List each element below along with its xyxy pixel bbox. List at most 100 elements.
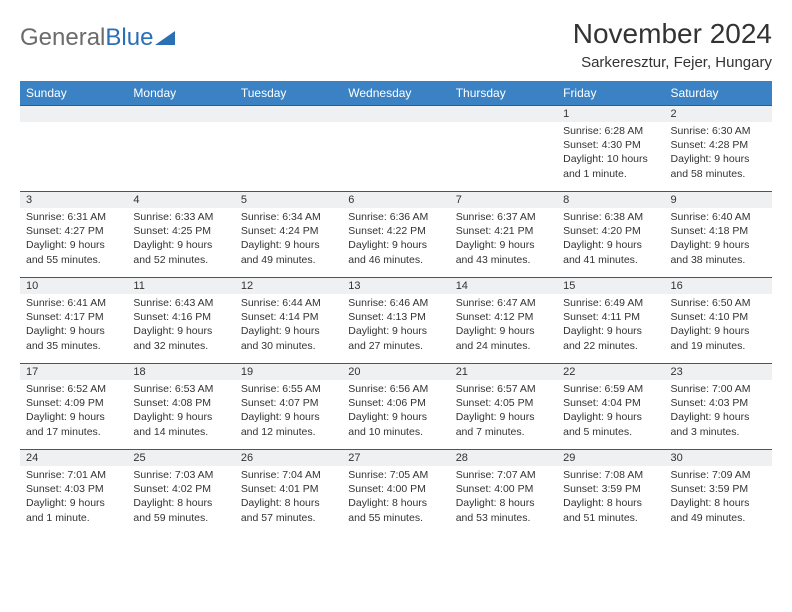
calendar-day-cell: 29Sunrise: 7:08 AMSunset: 3:59 PMDayligh… [557, 449, 664, 535]
weekday-header: Thursday [450, 81, 557, 105]
daylight-text: Daylight: 9 hours and 19 minutes. [671, 324, 766, 352]
calendar-day-cell: 10Sunrise: 6:41 AMSunset: 4:17 PMDayligh… [20, 277, 127, 363]
daylight-text: Daylight: 9 hours and 58 minutes. [671, 152, 766, 180]
sunset-text: Sunset: 4:21 PM [456, 224, 551, 238]
day-number: 17 [20, 363, 127, 380]
daylight-text: Daylight: 9 hours and 30 minutes. [241, 324, 336, 352]
logo-text-blue: Blue [105, 24, 153, 52]
day-details: Sunrise: 6:40 AMSunset: 4:18 PMDaylight:… [665, 208, 772, 271]
weekday-header: Monday [127, 81, 234, 105]
sunrise-text: Sunrise: 6:37 AM [456, 210, 551, 224]
calendar-day-cell: 18Sunrise: 6:53 AMSunset: 4:08 PMDayligh… [127, 363, 234, 449]
sunrise-text: Sunrise: 6:44 AM [241, 296, 336, 310]
day-details: Sunrise: 6:33 AMSunset: 4:25 PMDaylight:… [127, 208, 234, 271]
sunset-text: Sunset: 4:14 PM [241, 310, 336, 324]
location-label: Sarkeresztur, Fejer, Hungary [573, 54, 772, 71]
calendar-day-cell: 28Sunrise: 7:07 AMSunset: 4:00 PMDayligh… [450, 449, 557, 535]
day-number: 16 [665, 277, 772, 294]
day-details: Sunrise: 6:28 AMSunset: 4:30 PMDaylight:… [557, 122, 664, 185]
sunrise-text: Sunrise: 6:43 AM [133, 296, 228, 310]
day-number: 6 [342, 191, 449, 208]
sunset-text: Sunset: 3:59 PM [671, 482, 766, 496]
sunset-text: Sunset: 4:27 PM [26, 224, 121, 238]
weekday-header: Sunday [20, 81, 127, 105]
day-number: 8 [557, 191, 664, 208]
day-number: 23 [665, 363, 772, 380]
sunrise-text: Sunrise: 6:34 AM [241, 210, 336, 224]
day-details: Sunrise: 6:57 AMSunset: 4:05 PMDaylight:… [450, 380, 557, 443]
sunset-text: Sunset: 4:03 PM [671, 396, 766, 410]
day-details: Sunrise: 7:07 AMSunset: 4:00 PMDaylight:… [450, 466, 557, 529]
sunset-text: Sunset: 4:00 PM [456, 482, 551, 496]
logo-text-gray: General [20, 24, 105, 52]
calendar-day-cell: 26Sunrise: 7:04 AMSunset: 4:01 PMDayligh… [235, 449, 342, 535]
day-details: Sunrise: 7:09 AMSunset: 3:59 PMDaylight:… [665, 466, 772, 529]
weekday-header: Friday [557, 81, 664, 105]
day-number: 26 [235, 449, 342, 466]
day-number: 29 [557, 449, 664, 466]
sunset-text: Sunset: 4:20 PM [563, 224, 658, 238]
daylight-text: Daylight: 9 hours and 14 minutes. [133, 410, 228, 438]
sunrise-text: Sunrise: 6:52 AM [26, 382, 121, 396]
day-number [127, 105, 234, 122]
calendar-day-cell: 4Sunrise: 6:33 AMSunset: 4:25 PMDaylight… [127, 191, 234, 277]
page-header: GeneralBlue November 2024 Sarkeresztur, … [20, 18, 772, 71]
daylight-text: Daylight: 9 hours and 27 minutes. [348, 324, 443, 352]
sunrise-text: Sunrise: 7:04 AM [241, 468, 336, 482]
calendar-body: 1Sunrise: 6:28 AMSunset: 4:30 PMDaylight… [20, 105, 772, 535]
sunrise-text: Sunrise: 6:59 AM [563, 382, 658, 396]
daylight-text: Daylight: 9 hours and 3 minutes. [671, 410, 766, 438]
day-number: 11 [127, 277, 234, 294]
sunrise-text: Sunrise: 6:31 AM [26, 210, 121, 224]
calendar-day-cell: 30Sunrise: 7:09 AMSunset: 3:59 PMDayligh… [665, 449, 772, 535]
calendar-day-cell [127, 105, 234, 191]
sunrise-text: Sunrise: 7:09 AM [671, 468, 766, 482]
calendar-page: GeneralBlue November 2024 Sarkeresztur, … [0, 0, 792, 545]
day-number: 3 [20, 191, 127, 208]
sunrise-text: Sunrise: 6:41 AM [26, 296, 121, 310]
calendar-day-cell: 13Sunrise: 6:46 AMSunset: 4:13 PMDayligh… [342, 277, 449, 363]
daylight-text: Daylight: 9 hours and 10 minutes. [348, 410, 443, 438]
sunrise-text: Sunrise: 6:30 AM [671, 124, 766, 138]
day-details: Sunrise: 7:05 AMSunset: 4:00 PMDaylight:… [342, 466, 449, 529]
day-details: Sunrise: 6:49 AMSunset: 4:11 PMDaylight:… [557, 294, 664, 357]
calendar-day-cell: 24Sunrise: 7:01 AMSunset: 4:03 PMDayligh… [20, 449, 127, 535]
calendar-day-cell: 15Sunrise: 6:49 AMSunset: 4:11 PMDayligh… [557, 277, 664, 363]
day-number: 9 [665, 191, 772, 208]
daylight-text: Daylight: 9 hours and 32 minutes. [133, 324, 228, 352]
sunset-text: Sunset: 4:30 PM [563, 138, 658, 152]
sunset-text: Sunset: 4:04 PM [563, 396, 658, 410]
sunset-text: Sunset: 4:10 PM [671, 310, 766, 324]
day-details: Sunrise: 6:43 AMSunset: 4:16 PMDaylight:… [127, 294, 234, 357]
sunrise-text: Sunrise: 6:50 AM [671, 296, 766, 310]
sunrise-text: Sunrise: 6:28 AM [563, 124, 658, 138]
day-number: 7 [450, 191, 557, 208]
sunrise-text: Sunrise: 7:01 AM [26, 468, 121, 482]
day-number: 15 [557, 277, 664, 294]
daylight-text: Daylight: 9 hours and 17 minutes. [26, 410, 121, 438]
daylight-text: Daylight: 9 hours and 1 minute. [26, 496, 121, 524]
day-number: 20 [342, 363, 449, 380]
logo-triangle-icon [155, 27, 175, 45]
day-details: Sunrise: 7:00 AMSunset: 4:03 PMDaylight:… [665, 380, 772, 443]
calendar-day-cell: 23Sunrise: 7:00 AMSunset: 4:03 PMDayligh… [665, 363, 772, 449]
daylight-text: Daylight: 8 hours and 49 minutes. [671, 496, 766, 524]
month-title: November 2024 [573, 18, 772, 50]
calendar-day-cell: 11Sunrise: 6:43 AMSunset: 4:16 PMDayligh… [127, 277, 234, 363]
sunrise-text: Sunrise: 6:33 AM [133, 210, 228, 224]
day-number: 10 [20, 277, 127, 294]
sunset-text: Sunset: 4:12 PM [456, 310, 551, 324]
day-details: Sunrise: 6:44 AMSunset: 4:14 PMDaylight:… [235, 294, 342, 357]
calendar-day-cell: 25Sunrise: 7:03 AMSunset: 4:02 PMDayligh… [127, 449, 234, 535]
day-details: Sunrise: 6:37 AMSunset: 4:21 PMDaylight:… [450, 208, 557, 271]
day-details: Sunrise: 6:36 AMSunset: 4:22 PMDaylight:… [342, 208, 449, 271]
sunrise-text: Sunrise: 7:07 AM [456, 468, 551, 482]
daylight-text: Daylight: 10 hours and 1 minute. [563, 152, 658, 180]
calendar-day-cell: 12Sunrise: 6:44 AMSunset: 4:14 PMDayligh… [235, 277, 342, 363]
calendar-day-cell [450, 105, 557, 191]
day-details: Sunrise: 6:53 AMSunset: 4:08 PMDaylight:… [127, 380, 234, 443]
daylight-text: Daylight: 8 hours and 53 minutes. [456, 496, 551, 524]
calendar-day-cell [20, 105, 127, 191]
sunset-text: Sunset: 4:09 PM [26, 396, 121, 410]
daylight-text: Daylight: 8 hours and 51 minutes. [563, 496, 658, 524]
